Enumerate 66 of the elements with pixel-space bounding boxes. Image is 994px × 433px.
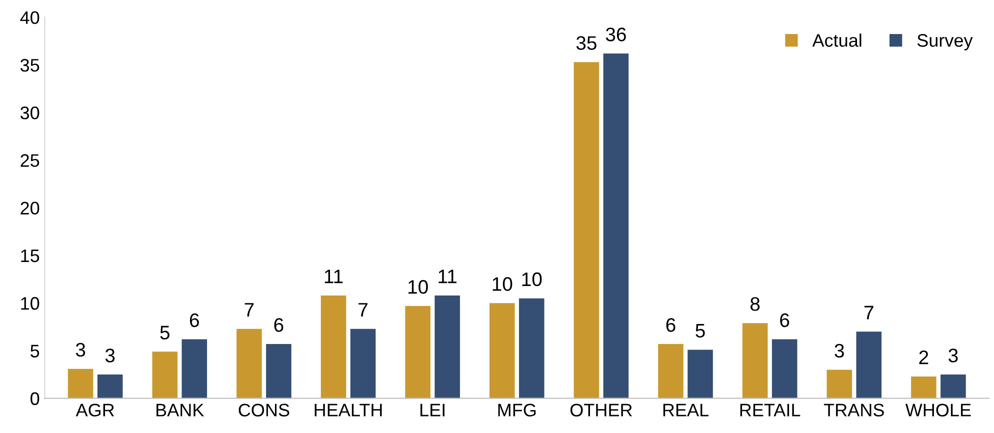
bar (574, 62, 600, 398)
data-label: 11 (324, 270, 343, 284)
data-label: 7 (864, 306, 874, 320)
bar (489, 303, 515, 398)
y-tick-label: 40 (20, 11, 40, 24)
data-label: 6 (274, 318, 284, 332)
bar (518, 298, 544, 398)
bar (742, 323, 768, 398)
y-tick-label: 0 (30, 392, 40, 406)
data-label: 35 (576, 36, 596, 50)
bar (405, 306, 430, 398)
x-tick-label: REAL (663, 404, 708, 416)
data-label: 3 (76, 342, 86, 357)
legend-label: Survey (917, 34, 973, 50)
y-tick-label: 35 (20, 58, 40, 72)
bar (68, 368, 94, 398)
x-tick-label: LEI (420, 404, 444, 416)
x-tick-label: MFG (498, 404, 536, 416)
bar (320, 295, 346, 398)
y-tick-label: 30 (20, 106, 40, 120)
y-tick-label: 25 (20, 154, 40, 167)
x-tick-label: CONS (238, 404, 290, 416)
legend-label: Actual (812, 34, 862, 47)
bar (97, 374, 123, 398)
bar (152, 352, 178, 398)
data-label: 2 (919, 350, 928, 364)
data-label: 3 (948, 348, 958, 362)
bar (266, 344, 292, 398)
data-label: 6 (780, 313, 790, 328)
y-tick-label: 10 (21, 297, 40, 310)
data-label: 3 (834, 344, 844, 358)
data-label: 8 (750, 297, 760, 311)
bar (772, 339, 798, 398)
y-tick-label: 15 (21, 250, 40, 262)
bar (911, 376, 936, 398)
bar (688, 350, 713, 398)
x-tick-label: AGR (76, 404, 114, 416)
bar (434, 295, 460, 398)
y-tick-label: 5 (30, 344, 40, 358)
bar (856, 332, 882, 398)
data-label: 10 (408, 280, 428, 294)
data-label: 10 (522, 272, 542, 286)
bar (658, 344, 684, 398)
data-label: 11 (438, 270, 456, 284)
data-label: 6 (190, 313, 199, 328)
x-tick-label: OTHER (570, 404, 632, 416)
data-label: 3 (105, 348, 115, 362)
data-label: 7 (244, 303, 254, 316)
bar (940, 374, 966, 398)
x-tick-label: RETAIL (740, 404, 800, 416)
x-tick-label: HEALTH (314, 404, 382, 416)
bar (826, 370, 852, 398)
data-label: 5 (160, 326, 170, 340)
data-label: 7 (358, 303, 368, 316)
data-label: 10 (492, 277, 512, 291)
x-tick-label: WHOLE (905, 404, 971, 416)
x-tick-label: TRANS (824, 404, 884, 416)
bar (182, 339, 208, 398)
y-tick-label: 20 (20, 202, 40, 215)
bar (236, 328, 262, 398)
data-label: 5 (696, 324, 705, 338)
bar (350, 328, 376, 398)
bar (603, 54, 629, 398)
x-tick-label: BANK (156, 404, 204, 416)
data-label: 36 (606, 28, 626, 42)
data-label: 6 (666, 318, 676, 332)
